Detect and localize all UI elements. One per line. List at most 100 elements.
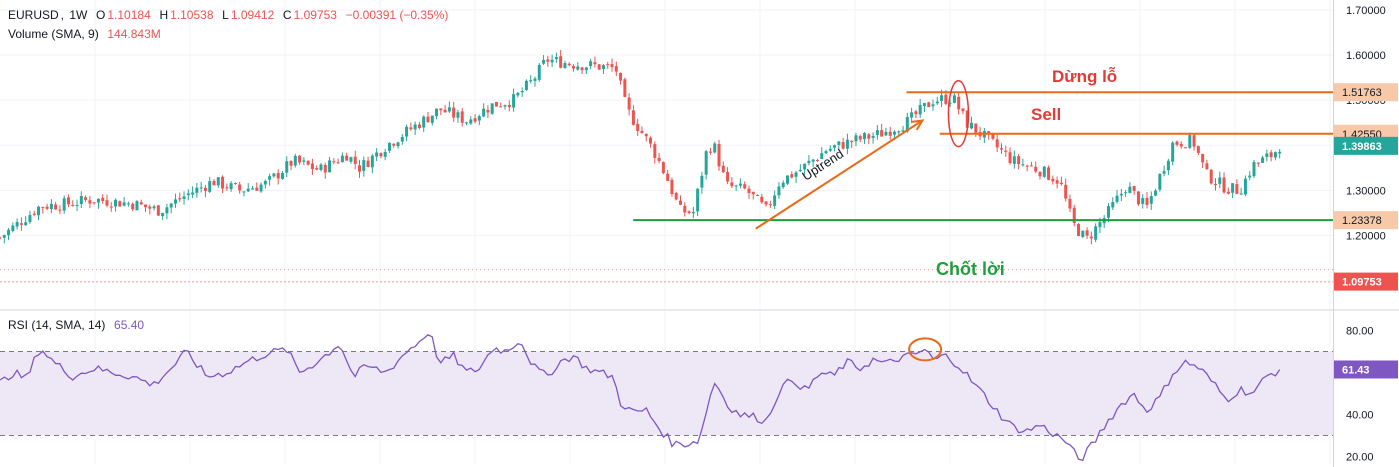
candle-body [439, 108, 443, 111]
candle-body [1136, 191, 1140, 205]
symbol-name[interactable]: EURUSD [8, 8, 59, 22]
candle-body [546, 59, 550, 62]
candle-body [807, 160, 811, 164]
uptrend-line[interactable] [755, 119, 923, 230]
candle-body [272, 173, 276, 177]
candle-body [512, 94, 516, 108]
candle-body [524, 80, 528, 90]
candle-body [216, 177, 220, 186]
candle-body [298, 155, 302, 163]
candle-body [66, 197, 70, 205]
candle-body [1124, 192, 1128, 194]
candle-body [991, 133, 995, 139]
candle-body [529, 80, 533, 82]
price-axis-label-text: 1.51763 [1342, 87, 1382, 99]
candle-body [32, 213, 36, 215]
candle-body [931, 104, 935, 107]
candle-body [1261, 157, 1265, 163]
candle-body [790, 174, 794, 178]
candle-body [503, 105, 507, 107]
rsi-value: 65.40 [114, 318, 145, 332]
candle-body [379, 153, 383, 157]
candle-body [713, 143, 717, 153]
candle-body [884, 131, 888, 136]
candle-body [1008, 152, 1012, 164]
candle-body [704, 151, 708, 175]
candle-body [315, 168, 319, 170]
candle-body [191, 192, 195, 195]
price-axis-label-text: 1.39863 [1342, 141, 1382, 153]
candle-body [345, 155, 349, 161]
candle-body [165, 207, 169, 214]
candle-body [233, 182, 237, 184]
candle-body [944, 94, 948, 104]
candle-body [486, 109, 490, 113]
candle-body [781, 182, 785, 188]
candle-body [1132, 186, 1136, 191]
price-axis-label[interactable] [1334, 136, 1398, 155]
candle-body [1213, 184, 1217, 186]
candle-body [1089, 236, 1093, 239]
candle-body [867, 134, 871, 139]
close-label: C [282, 8, 292, 22]
candle-body [1012, 156, 1016, 164]
candle-body [1192, 135, 1196, 147]
candle-body [443, 109, 447, 113]
rsi-current-label[interactable] [1334, 360, 1398, 379]
price-axis-label[interactable] [1334, 83, 1398, 102]
rsi-line[interactable] [0, 334, 1281, 462]
candle-body [717, 144, 721, 167]
candle-body [593, 62, 597, 65]
volume-legend[interactable]: Volume (SMA, 9) 144.843M [8, 27, 163, 41]
candle-body [892, 131, 896, 135]
candle-body [225, 187, 229, 189]
uptrend-arrowhead [911, 119, 925, 131]
candle-body [1106, 206, 1110, 218]
price-axis-label-text: 1.09753 [1342, 277, 1382, 289]
candle-body [1248, 175, 1252, 178]
candle-body [1004, 150, 1008, 152]
candle-body [101, 197, 105, 201]
rsi-legend[interactable]: RSI (14, SMA, 14) 65.40 [8, 318, 146, 332]
candle-body [1119, 193, 1123, 196]
candle-body [1029, 165, 1033, 167]
candle-body [597, 64, 601, 70]
candle-body [1111, 202, 1115, 208]
highlight-ellipse [947, 80, 970, 148]
price-axis-label[interactable] [1334, 272, 1398, 291]
candle-body [700, 175, 704, 188]
candle-body [948, 102, 952, 104]
candle-body [1141, 198, 1145, 204]
candle-body [623, 79, 627, 97]
stop-loss-label: Dừng lỗ [1052, 67, 1117, 86]
sell-label: Sell [1031, 105, 1061, 124]
candle-body [263, 180, 267, 185]
candle-body [687, 211, 691, 214]
candle-body [469, 119, 473, 124]
candle-body [195, 187, 199, 193]
candle-body [773, 195, 777, 206]
candle-body [1055, 180, 1059, 184]
candle-body [293, 155, 297, 166]
candle-body [126, 203, 130, 205]
candle-body [79, 195, 83, 205]
candle-body [644, 134, 648, 137]
price-axis-label[interactable] [1334, 211, 1398, 230]
candle-body [1243, 178, 1247, 195]
candle-body [516, 92, 520, 96]
candle-body [666, 173, 670, 182]
candle-body [1077, 224, 1081, 236]
candle-body [370, 155, 374, 168]
candle-body [1166, 160, 1170, 171]
candle-body [1171, 142, 1175, 162]
candle-body [738, 183, 742, 186]
interval-label[interactable]: 1W [69, 8, 88, 22]
candle-body [430, 115, 434, 123]
candle-body [1042, 166, 1046, 177]
candle-body [880, 130, 884, 137]
candle-body [1209, 169, 1213, 184]
candle-body [1158, 173, 1162, 190]
candle-body [1154, 190, 1158, 196]
